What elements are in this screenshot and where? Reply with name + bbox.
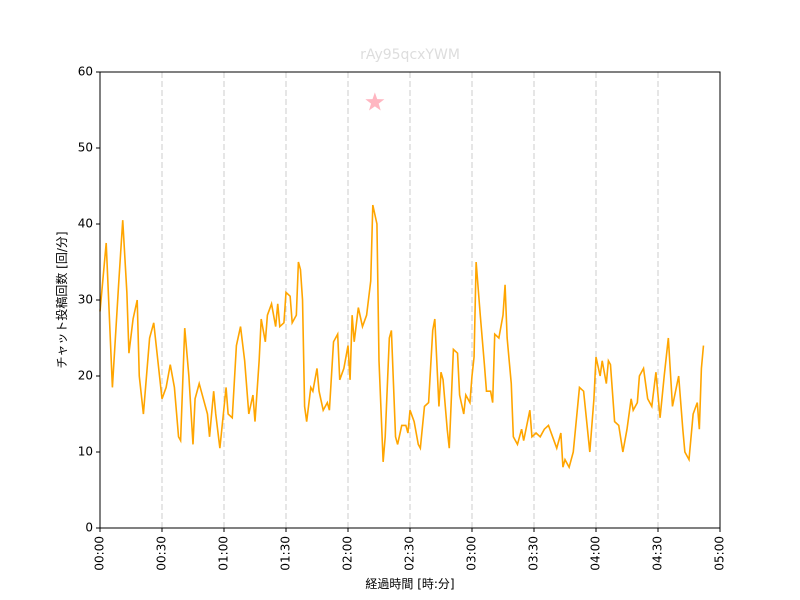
y-tick-label: 20 [78, 369, 93, 383]
y-tick-label: 40 [78, 217, 93, 231]
data-line [99, 204, 705, 470]
x-tick-label: 00:30 [155, 536, 169, 571]
plot-frame [99, 71, 721, 529]
x-tick-label: 01:30 [279, 536, 293, 571]
x-tick-label: 04:30 [651, 536, 665, 571]
x-tick-label: 02:30 [403, 536, 417, 571]
x-tick-label: 05:00 [713, 536, 727, 571]
chart-title: rAy95qcxYWM [360, 47, 460, 63]
x-tick-label: 03:30 [527, 536, 541, 571]
x-tick-label: 04:00 [589, 536, 603, 571]
x-tick-label: 03:00 [465, 536, 479, 571]
y-tick-label: 50 [78, 141, 93, 155]
y-tick-label: 60 [78, 65, 93, 79]
y-tick-label: 10 [78, 445, 93, 459]
y-tick-label: 0 [85, 521, 93, 535]
x-tick-label: 02:00 [341, 536, 355, 571]
peak-marker [365, 92, 385, 111]
x-tick-label: 00:00 [93, 536, 107, 571]
y-tick-label: 30 [78, 293, 93, 307]
x-tick-label: 01:00 [217, 536, 231, 571]
x-axis-label: 経過時間 [時:分] [365, 577, 454, 591]
y-axis-label: チャット投稿回数 [回/分] [54, 231, 69, 368]
